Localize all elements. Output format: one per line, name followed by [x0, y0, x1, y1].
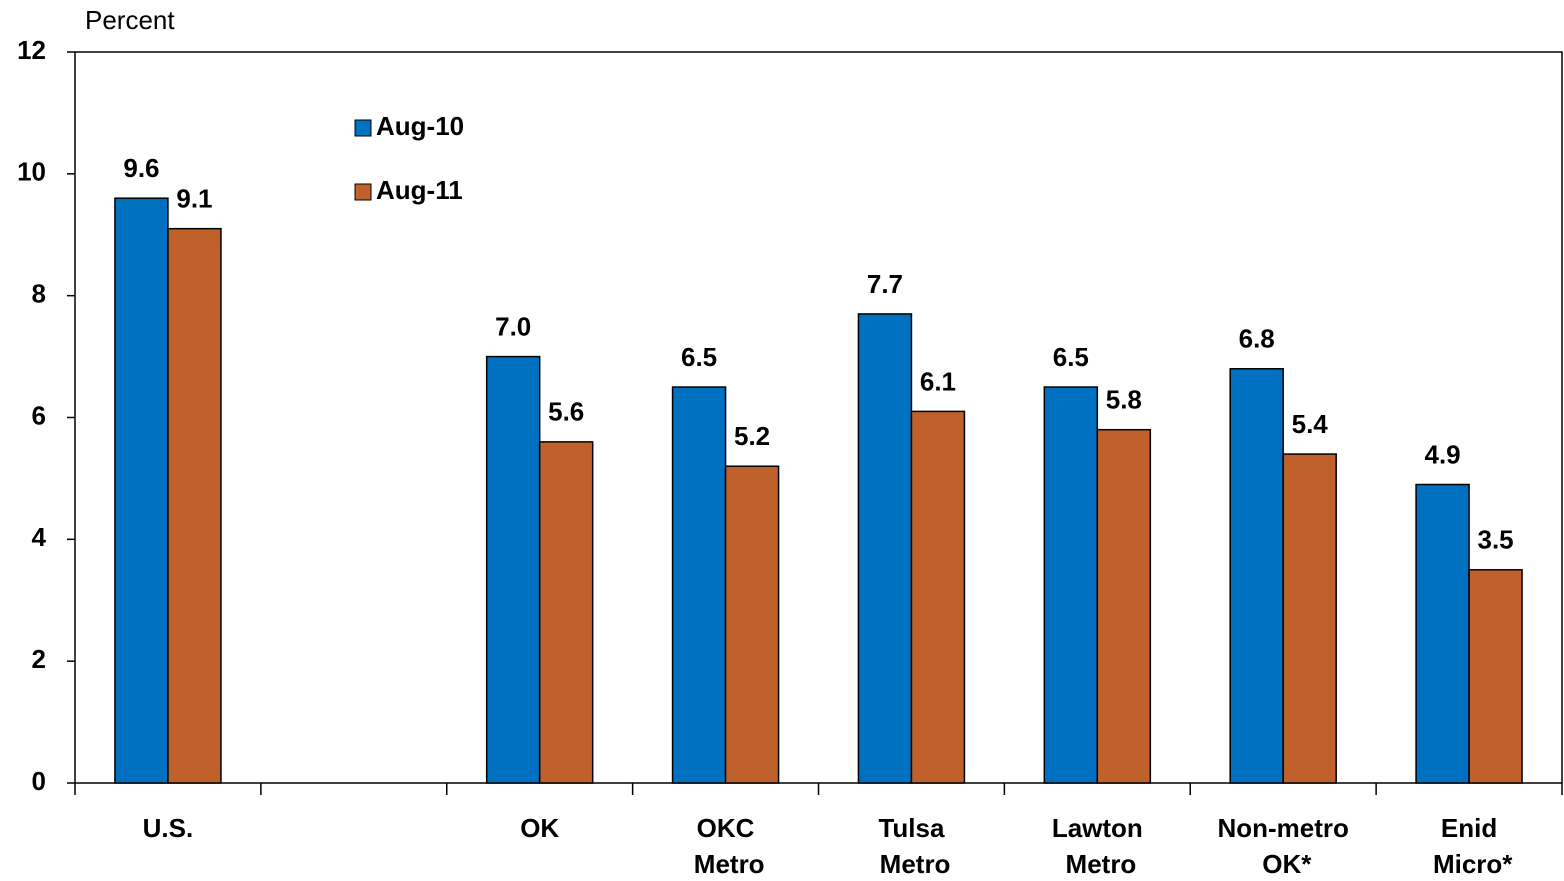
legend-label: Aug-11	[376, 175, 463, 205]
bar	[1468, 569, 1523, 784]
plot-frame	[74, 51, 1563, 784]
x-tick-label: OK	[520, 813, 559, 843]
y-tick-label: 2	[32, 644, 46, 674]
x-tick-label: Tulsa Metro	[872, 813, 950, 879]
bar	[485, 355, 541, 784]
y-tick-label: 12	[17, 35, 46, 65]
x-tick-label: Enid Micro*	[1426, 813, 1514, 879]
data-label: 6.1	[920, 366, 956, 396]
data-label: 5.6	[548, 397, 584, 427]
data-label: 6.8	[1239, 324, 1275, 354]
data-label: 5.4	[1292, 409, 1329, 439]
x-tick-label: OKC Metro	[687, 813, 765, 879]
bar	[910, 410, 966, 784]
y-tick-label: 4	[32, 522, 47, 552]
data-label: 5.8	[1106, 385, 1142, 415]
y-axis-label: Percent	[85, 5, 175, 35]
bar	[724, 465, 780, 784]
data-label: 9.6	[123, 153, 159, 183]
y-tick-label: 0	[32, 766, 46, 796]
y-tick-label: 10	[17, 157, 46, 187]
y-tick-label: 8	[32, 279, 46, 309]
bar	[114, 197, 169, 784]
legend-label: Aug-10	[376, 111, 464, 141]
bar	[857, 313, 913, 784]
bar	[1282, 453, 1337, 784]
bar	[1096, 428, 1152, 784]
bar	[1043, 386, 1099, 784]
data-label: 7.0	[495, 311, 531, 341]
data-label: 3.5	[1477, 525, 1513, 555]
data-label: 7.7	[867, 269, 903, 299]
legend-swatch	[354, 183, 372, 201]
data-label: 5.2	[734, 421, 770, 451]
x-tick-label: Lawton Metro	[1052, 813, 1143, 879]
x-tick-label: Non-metro OK*	[1217, 813, 1348, 879]
x-tick-label: U.S.	[143, 813, 194, 843]
data-label: 9.1	[176, 184, 212, 214]
bar	[167, 227, 222, 784]
bar	[1415, 483, 1470, 784]
legend-swatch	[354, 119, 372, 137]
data-label: 6.5	[681, 342, 717, 372]
bar	[671, 386, 727, 784]
y-tick-label: 6	[32, 400, 46, 430]
data-label: 6.5	[1053, 342, 1089, 372]
data-label: 4.9	[1424, 439, 1460, 469]
bar	[1229, 368, 1284, 784]
bar	[538, 441, 594, 784]
